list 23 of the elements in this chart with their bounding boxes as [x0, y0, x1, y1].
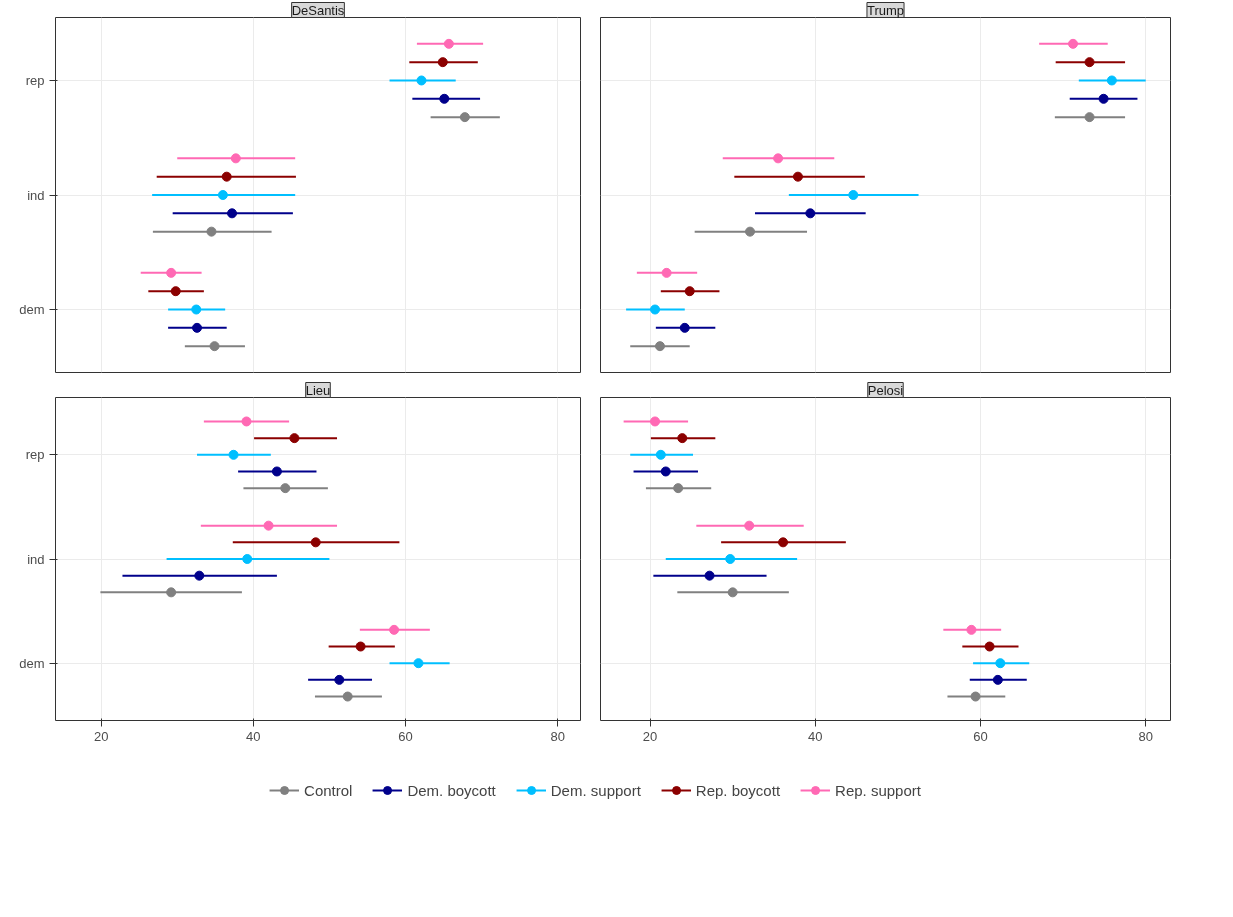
y-tick-label: rep — [25, 72, 45, 88]
y-tick-label: dem — [19, 655, 45, 671]
x-tick-label: 20 — [642, 728, 658, 744]
y-tick-label: ind — [27, 187, 45, 203]
chart-title: Trump — [866, 2, 905, 18]
x-tick-label: 80 — [550, 728, 565, 744]
y-tick-label: rep — [25, 447, 45, 463]
legend-label: Rep. boycott — [695, 781, 781, 799]
chart-title: DeSantis — [291, 2, 345, 18]
legend-label: Control — [304, 781, 353, 799]
x-tick-label: 60 — [973, 728, 988, 744]
legend-label: Rep. support — [835, 781, 921, 799]
chart-title: Pelosi — [867, 382, 904, 398]
legend-label: Dem. boycott — [407, 781, 496, 799]
y-tick-label: dem — [19, 302, 45, 318]
x-tick-label: 60 — [398, 728, 413, 744]
x-tick-label: 20 — [93, 728, 109, 744]
x-tick-label: 40 — [246, 728, 261, 744]
y-tick-label: ind — [27, 551, 45, 567]
chart-title: Lieu — [305, 382, 331, 398]
x-tick-label: 40 — [808, 728, 823, 744]
legend-label: Dem. support — [550, 781, 641, 799]
x-tick-label: 80 — [1138, 728, 1153, 744]
